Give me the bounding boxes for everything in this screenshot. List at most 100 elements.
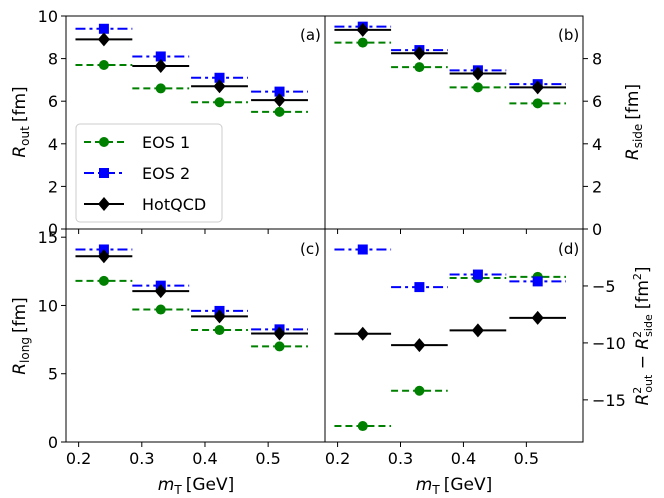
ylabel-c-main: R xyxy=(10,363,30,375)
y-tick-label: −15 xyxy=(592,391,626,410)
y-tick-label: 0 xyxy=(48,433,58,452)
y-tick-label: 6 xyxy=(48,92,58,111)
xlabel-left-unit: [GeV] xyxy=(186,475,235,495)
data-point xyxy=(213,79,226,94)
y-tick-label: 0 xyxy=(48,220,58,239)
data-point xyxy=(356,326,369,341)
legend-marker xyxy=(99,168,109,178)
series-hotqcd xyxy=(75,249,308,341)
data-point xyxy=(98,275,109,286)
data-point xyxy=(414,385,425,396)
series-eos-2 xyxy=(75,23,308,97)
legend-marker xyxy=(99,137,109,147)
data-point xyxy=(97,32,110,47)
data-point xyxy=(357,37,368,48)
xlabel-right-sub: T xyxy=(431,483,440,497)
data-point xyxy=(214,325,225,336)
legend-label-eos1: EOS 1 xyxy=(142,133,190,152)
ylabel-c-sub: long xyxy=(18,337,32,363)
panel-frame xyxy=(324,228,584,443)
data-point xyxy=(414,282,425,293)
ylabel-c-unit: [fm] xyxy=(10,297,30,333)
ylabel-d-unit-start: [fm xyxy=(633,280,653,309)
ylabel-d-sub1: out xyxy=(642,374,655,393)
data-point xyxy=(471,323,484,338)
xlabel-left: mT [GeV] xyxy=(158,475,234,497)
panel-label-c: (c) xyxy=(300,240,320,258)
data-point xyxy=(531,80,544,95)
ylabel-b: Rside [fm] xyxy=(623,84,645,160)
y-tick-label: 8 xyxy=(592,50,602,69)
data-point xyxy=(155,83,166,94)
legend-entry-hotqcd xyxy=(84,197,124,211)
data-point xyxy=(214,72,225,83)
xlabel-left-sub: T xyxy=(173,483,182,497)
series-hotqcd xyxy=(334,310,567,353)
panel-label-b: (b) xyxy=(558,26,579,44)
data-point xyxy=(155,51,166,62)
panel-labels: (a) (b) (c) (d) xyxy=(300,26,579,258)
data-point xyxy=(413,46,426,61)
ylabel-a-sub: out xyxy=(18,126,32,146)
ylabel-a: Rout [fm] xyxy=(10,86,32,157)
data-point xyxy=(274,86,285,97)
xlabel-right-main: m xyxy=(416,475,433,495)
data-point xyxy=(273,93,286,108)
data-point xyxy=(413,338,426,353)
series-eos-1 xyxy=(334,37,567,109)
series-eos-2 xyxy=(334,244,567,293)
legend-label-eos2: EOS 2 xyxy=(142,164,190,183)
legend-entry-eos-2 xyxy=(84,168,124,178)
data-point xyxy=(356,22,369,37)
data-point xyxy=(357,421,368,432)
y-tick-label: 2 xyxy=(48,177,58,196)
data-point xyxy=(98,59,109,70)
x-tick-label: 0.4 xyxy=(192,449,217,468)
panel-d: −15 −10 −5 0.2 0.3 0.4 0.5 xyxy=(324,228,626,468)
ylabel-d-sup2: 2 xyxy=(631,331,644,338)
xlabel-left-main: m xyxy=(158,475,175,495)
x-tick-label: 0.2 xyxy=(325,449,350,468)
ylabel-a-unit: [fm] xyxy=(10,86,30,122)
ylabel-d-unit-end: ] xyxy=(633,266,653,273)
y-tick-label: 2 xyxy=(592,177,602,196)
ylabel-d-minus: − xyxy=(633,350,653,375)
series-hotqcd xyxy=(75,32,308,108)
legend-label-hotqcd: HotQCD xyxy=(142,195,206,214)
y-tick-label: 4 xyxy=(592,135,602,154)
data-point xyxy=(414,62,425,73)
data-point xyxy=(274,341,285,352)
y-tick-label: 5 xyxy=(48,365,58,384)
panel-label-a: (a) xyxy=(300,26,321,44)
ylabel-b-main: R xyxy=(623,148,643,160)
series-eos-1 xyxy=(75,275,308,352)
y-tick-label: 8 xyxy=(48,50,58,69)
data-point xyxy=(273,326,286,341)
legend: EOS 1 EOS 2 HotQCD xyxy=(75,123,223,223)
data-point xyxy=(155,304,166,315)
ylabel-d-main1: R xyxy=(633,394,653,406)
ylabel-d-unit-sup: 2 xyxy=(631,273,644,280)
x-tick-label: 0.5 xyxy=(514,449,539,468)
y-tick-label: 4 xyxy=(48,135,58,154)
ylabel-b-sub: side xyxy=(631,124,645,149)
data-point xyxy=(471,66,484,81)
legend-entry-eos-1 xyxy=(84,137,124,147)
legend-frame xyxy=(75,123,223,223)
series-eos-1 xyxy=(75,59,308,117)
legend-entries xyxy=(84,137,124,211)
y-tick-label: −10 xyxy=(592,334,626,353)
x-tick-label: 0.2 xyxy=(66,449,91,468)
panel-c: 0 5 10 15 0.2 0.3 0.4 0.5 xyxy=(38,228,326,468)
x-tick-label: 0.3 xyxy=(129,449,154,468)
data-point xyxy=(531,310,544,325)
data-point xyxy=(274,106,285,117)
y-tick-label: 6 xyxy=(592,92,602,111)
y-tick-label: 15 xyxy=(38,228,58,247)
y-tick-label: 10 xyxy=(38,7,58,26)
xlabel-right-unit: [GeV] xyxy=(444,475,493,495)
data-point xyxy=(154,59,167,74)
data-point xyxy=(532,276,543,287)
y-tick-label: 10 xyxy=(38,296,58,315)
